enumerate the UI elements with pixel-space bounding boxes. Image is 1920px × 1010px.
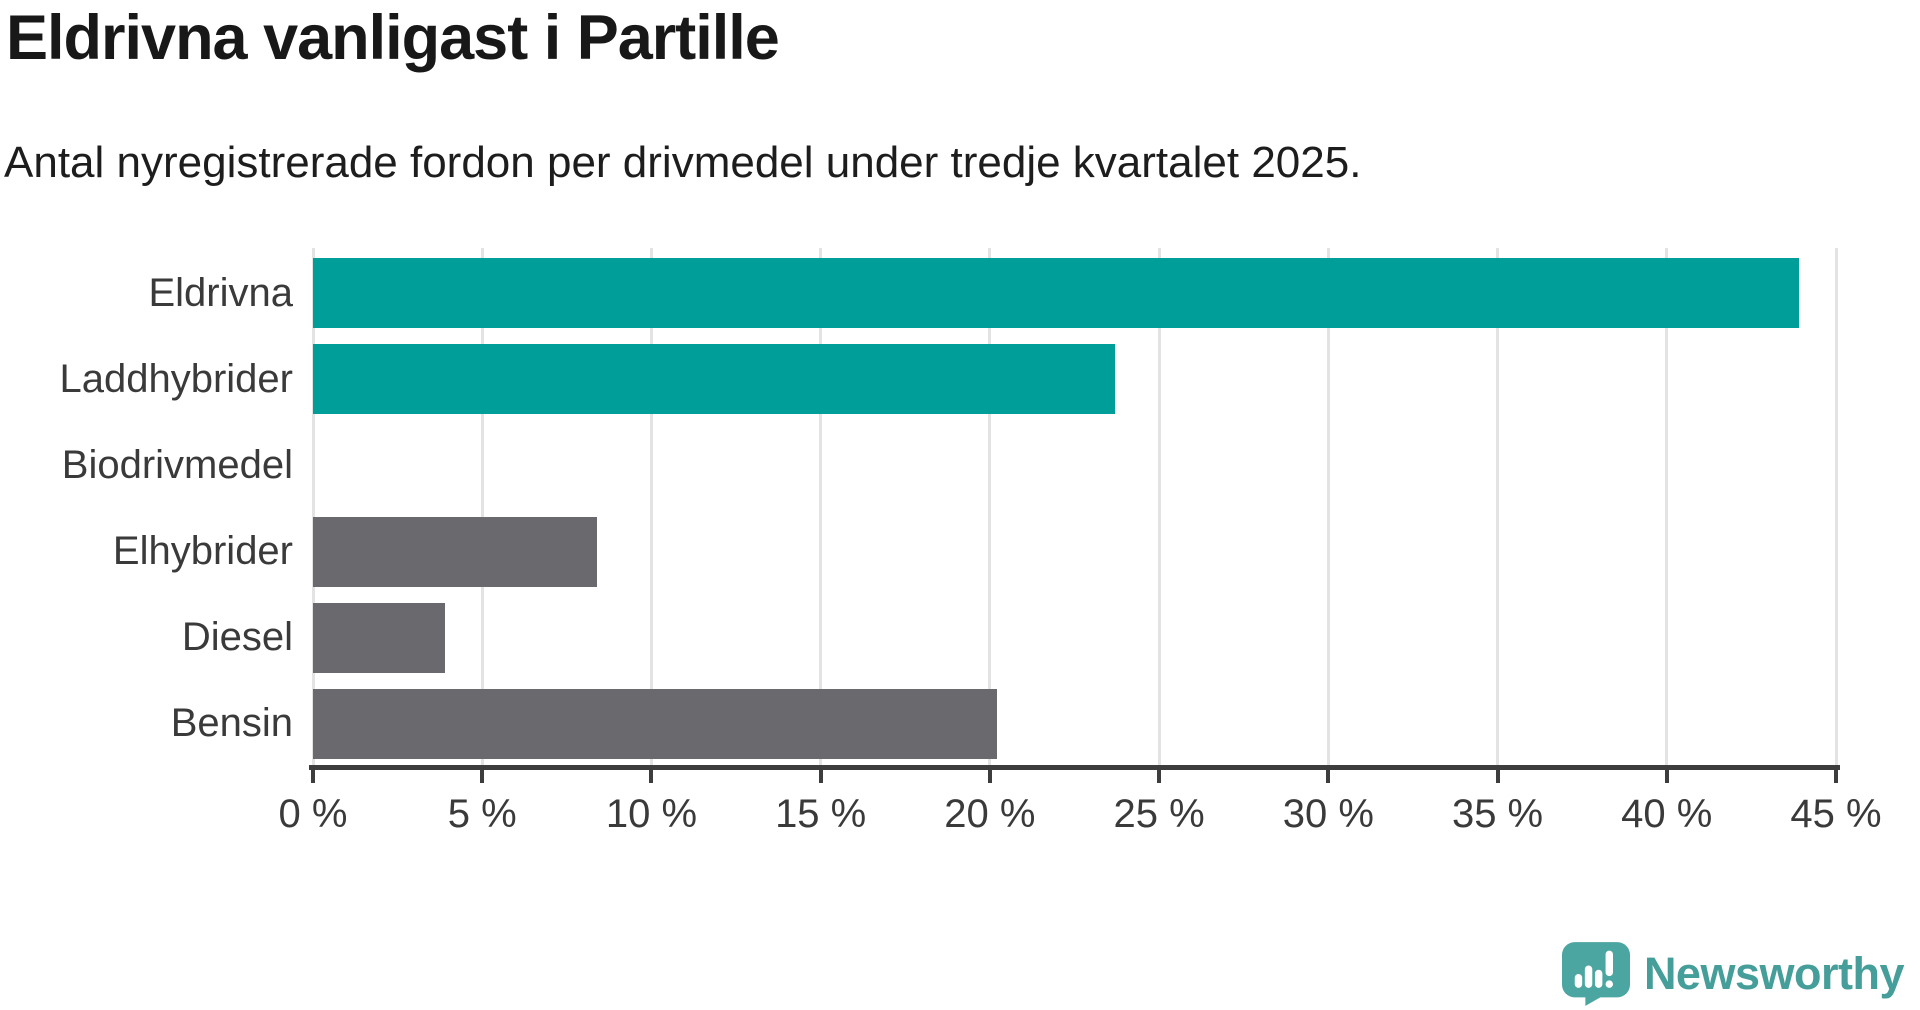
category-label-diesel: Diesel bbox=[181, 615, 293, 660]
chart-subtitle: Antal nyregistrerade fordon per drivmede… bbox=[4, 138, 1362, 187]
gridline-45 bbox=[1834, 248, 1838, 767]
category-label-elhybrider: Elhybrider bbox=[112, 529, 293, 573]
x-axis-line bbox=[309, 765, 1840, 770]
x-tick-label-35: 35 % bbox=[1451, 792, 1544, 836]
bar-bensin bbox=[313, 688, 997, 759]
x-tick-label-15: 15 % bbox=[775, 792, 867, 836]
x-tick-label-45: 45 % bbox=[1790, 792, 1882, 836]
gridline-20 bbox=[988, 248, 992, 767]
x-tick-0 bbox=[311, 770, 315, 783]
gridline-25 bbox=[1157, 248, 1161, 767]
x-tick-label-20: 20 % bbox=[944, 792, 1036, 836]
bar-laddhybrider bbox=[313, 344, 1116, 415]
x-tick-5 bbox=[480, 770, 485, 783]
page-title: Eldrivna vanligast i Partille bbox=[6, 3, 780, 73]
category-label-laddhybrider: Laddhybrider bbox=[59, 356, 294, 401]
bar-chart-plot-area bbox=[311, 248, 1838, 767]
x-tick-label-10: 10 % bbox=[605, 792, 698, 836]
x-tick-35 bbox=[1495, 770, 1500, 783]
newsworthy-logo: Newsworthy bbox=[1561, 942, 1905, 1006]
x-tick-40 bbox=[1664, 770, 1669, 783]
gridline-15 bbox=[819, 248, 823, 767]
gridline-0 bbox=[311, 248, 315, 767]
bar-elhybrider bbox=[313, 516, 598, 587]
category-label-biodrivmedel: Biodrivmedel bbox=[61, 442, 293, 487]
gridline-40 bbox=[1665, 248, 1669, 767]
bar-diesel bbox=[313, 602, 445, 673]
gridline-5 bbox=[480, 248, 484, 767]
gridline-35 bbox=[1496, 248, 1500, 767]
x-tick-20 bbox=[987, 770, 992, 783]
gridline-30 bbox=[1326, 248, 1330, 767]
category-label-eldrivna: Eldrivna bbox=[148, 270, 293, 315]
newsworthy-logo-text: Newsworthy bbox=[1643, 948, 1905, 999]
newsworthy-logo-icon bbox=[1561, 942, 1630, 1006]
x-tick-30 bbox=[1326, 770, 1331, 783]
x-tick-label-25: 25 % bbox=[1113, 792, 1205, 836]
gridline-10 bbox=[649, 248, 653, 767]
x-tick-10 bbox=[649, 770, 654, 783]
x-tick-25 bbox=[1157, 770, 1162, 783]
bar-eldrivna bbox=[313, 258, 1799, 329]
x-tick-label-30: 30 % bbox=[1282, 792, 1374, 836]
category-label-bensin: Bensin bbox=[170, 701, 293, 746]
x-tick-label-5: 5 % bbox=[447, 792, 517, 836]
x-tick-45 bbox=[1834, 770, 1838, 783]
x-tick-label-0: 0 % bbox=[278, 792, 348, 836]
x-tick-15 bbox=[818, 770, 823, 783]
x-tick-label-40: 40 % bbox=[1621, 792, 1713, 836]
